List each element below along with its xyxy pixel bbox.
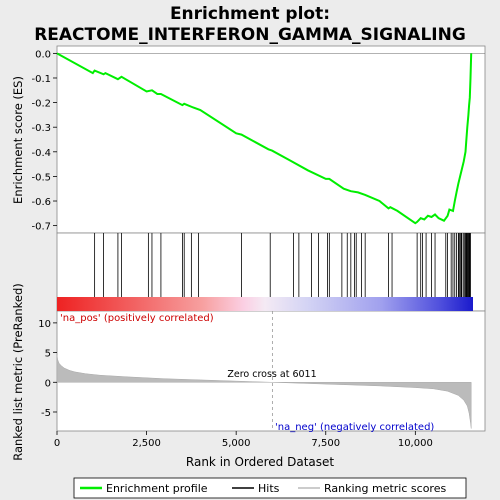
legend-box: [73, 477, 467, 499]
es-y-axis-label: Enrichment score (ES): [11, 76, 25, 204]
legend-hits-label: Hits: [258, 482, 280, 495]
enrichment-profile-line: [56, 52, 473, 225]
x-axis-label: Rank in Ordered Dataset: [186, 455, 334, 469]
es-y-tick-label: -0.1: [31, 74, 51, 85]
metric-y-tick-label: 0: [45, 378, 51, 389]
pos-correlated-label: 'na_pos' (positively correlated): [60, 313, 214, 324]
metric-panel: [56, 310, 486, 432]
es-panel: [56, 45, 486, 234]
es-y-tick-label: -0.2: [31, 99, 51, 110]
neg-correlated-label: 'na_neg' (negatively correlated): [275, 422, 434, 433]
es-plot-area: [56, 52, 485, 225]
hit-marks: [94, 233, 471, 297]
legend-metric-label: Ranking metric scores: [324, 482, 446, 495]
es-y-tick-label: 0.0: [35, 49, 51, 60]
es-y-tick-label: -0.4: [31, 148, 51, 159]
axes: 0.0 -0.1 -0.2 -0.3 -0.4 -0.5 -0.6 -0.7 10 5 0 -5 0 2,…: [31, 49, 432, 449]
chart-title-line2: REACTOME_INTERFERON_GAMMA_SIGNALING: [34, 25, 466, 45]
x-tick-label: 5,000: [222, 438, 251, 449]
x-tick-label: 0: [54, 438, 60, 449]
x-tick-label: 2,500: [132, 438, 161, 449]
x-tick-label: 10,000: [398, 438, 433, 449]
metric-y-tick-label: 5: [45, 349, 51, 360]
rank-color-bar: [57, 297, 473, 311]
zero-cross-label: Zero cross at 6011: [227, 369, 316, 380]
x-tick-label: 7,500: [311, 438, 340, 449]
legend-enrichment-label: Enrichment profile: [106, 482, 208, 495]
metric-plot-area: [56, 311, 472, 431]
chart-title-line1: Enrichment plot:: [170, 4, 330, 24]
es-y-tick-label: -0.7: [31, 222, 51, 233]
es-y-tick-label: -0.6: [31, 197, 51, 208]
es-y-tick-label: -0.3: [31, 123, 51, 134]
metric-y-axis-label: Ranked list metric (PreRanked): [11, 283, 25, 461]
es-y-tick-label: -0.5: [31, 172, 51, 183]
metric-y-tick-label: 10: [38, 319, 51, 330]
ranking-metric-area: [56, 354, 472, 429]
metric-y-tick-label: -5: [41, 408, 51, 419]
